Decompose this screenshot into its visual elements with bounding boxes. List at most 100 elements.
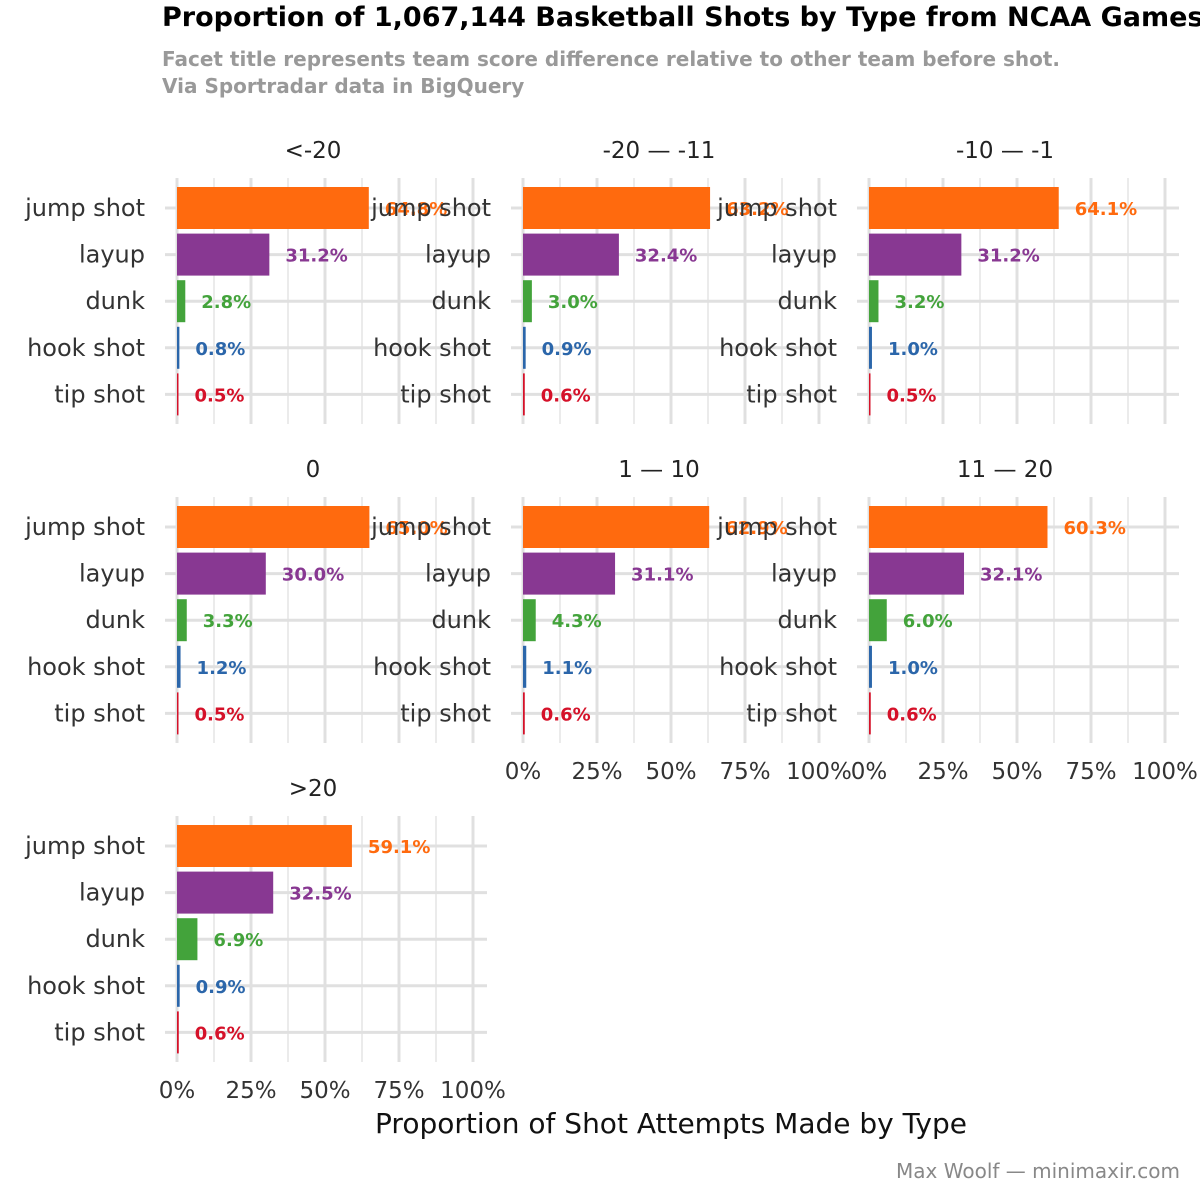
bar bbox=[177, 552, 266, 595]
category-label: layup bbox=[771, 241, 837, 269]
category-label: tip shot bbox=[746, 380, 837, 408]
data-label: 59.1% bbox=[368, 837, 430, 858]
x-tick-label: 100% bbox=[440, 1078, 506, 1104]
category-label: dunk bbox=[85, 606, 145, 634]
data-label: 60.3% bbox=[1063, 518, 1125, 539]
category-label: layup bbox=[79, 241, 145, 269]
category-label: hook shot bbox=[27, 334, 145, 362]
bar bbox=[177, 964, 180, 1007]
x-tick-label: 0% bbox=[505, 759, 542, 785]
category-label: hook shot bbox=[719, 653, 837, 681]
category-label: tip shot bbox=[54, 699, 145, 727]
bar bbox=[177, 280, 186, 323]
facet-panel: -20 — -11 jump shot layup dunk hook shot tip … bbox=[370, 138, 833, 424]
category-label: jump shot bbox=[24, 194, 145, 222]
category-label: tip shot bbox=[400, 380, 491, 408]
category-label: hook shot bbox=[27, 653, 145, 681]
bar bbox=[177, 326, 180, 369]
chart-title: Proportion of 1,067,144 Basketball Shots… bbox=[162, 2, 1200, 33]
data-label: 0.6% bbox=[541, 385, 591, 406]
data-label: 0.6% bbox=[195, 1023, 245, 1044]
category-label: jump shot bbox=[24, 513, 145, 541]
bar bbox=[869, 373, 871, 416]
data-label: 0.5% bbox=[195, 385, 245, 406]
data-label: 1.0% bbox=[888, 658, 938, 679]
bar bbox=[523, 373, 525, 416]
data-label: 4.3% bbox=[552, 611, 602, 632]
bar bbox=[177, 506, 370, 548]
data-label: 3.2% bbox=[894, 292, 944, 313]
bar bbox=[177, 692, 179, 735]
category-label: dunk bbox=[777, 287, 837, 315]
category-label: dunk bbox=[431, 287, 491, 315]
x-tick-label: 0% bbox=[159, 1078, 196, 1104]
bar bbox=[177, 233, 270, 276]
category-label: dunk bbox=[85, 287, 145, 315]
category-label: tip shot bbox=[746, 699, 837, 727]
x-tick-label: 25% bbox=[571, 759, 622, 785]
bar bbox=[869, 692, 871, 735]
x-tick-label: 50% bbox=[991, 759, 1042, 785]
data-label: 0.5% bbox=[887, 385, 937, 406]
data-label: 32.1% bbox=[980, 565, 1042, 586]
data-label: 6.0% bbox=[903, 611, 953, 632]
bar bbox=[869, 187, 1059, 229]
bar bbox=[523, 692, 525, 735]
category-label: layup bbox=[79, 879, 145, 907]
bar bbox=[523, 187, 711, 229]
bar bbox=[523, 645, 527, 688]
data-label: 0.9% bbox=[542, 339, 592, 360]
category-label: layup bbox=[771, 560, 837, 588]
x-tick-label: 50% bbox=[299, 1078, 350, 1104]
data-label: 32.5% bbox=[289, 884, 351, 905]
facet-title: >20 bbox=[289, 776, 338, 802]
category-label: hook shot bbox=[373, 653, 491, 681]
data-label: 31.1% bbox=[631, 565, 693, 586]
x-tick-label: 50% bbox=[645, 759, 696, 785]
data-label: 0.8% bbox=[195, 339, 245, 360]
bar bbox=[523, 280, 532, 323]
category-label: tip shot bbox=[54, 380, 145, 408]
category-label: dunk bbox=[777, 606, 837, 634]
data-label: 32.4% bbox=[635, 246, 697, 267]
category-label: tip shot bbox=[54, 1018, 145, 1046]
category-label: jump shot bbox=[24, 832, 145, 860]
bar bbox=[869, 280, 879, 323]
data-label: 6.9% bbox=[213, 930, 263, 951]
facet-title: <-20 bbox=[285, 138, 342, 164]
data-label: 64.8% bbox=[385, 199, 447, 220]
data-label: 1.0% bbox=[888, 339, 938, 360]
x-tick-label: 75% bbox=[373, 1078, 424, 1104]
data-label: 0.6% bbox=[887, 704, 937, 725]
facet-title: 11 — 20 bbox=[957, 457, 1053, 483]
bar bbox=[869, 326, 872, 369]
bar bbox=[523, 233, 619, 276]
facet-title: 1 — 10 bbox=[618, 457, 700, 483]
bar bbox=[523, 506, 710, 548]
data-label: 31.2% bbox=[977, 246, 1039, 267]
facet-panel: 1 — 10 jump shot layup dunk hook shot tip sho… bbox=[370, 457, 852, 785]
facet-panel: <-20 jump shot layup dunk hook shot tip shot 6… bbox=[24, 138, 487, 424]
data-label: 0.9% bbox=[196, 977, 246, 998]
data-label: 30.0% bbox=[282, 565, 344, 586]
chart-subtitle-line-2: Via Sportradar data in BigQuery bbox=[162, 74, 525, 98]
bar bbox=[523, 552, 616, 595]
x-tick-label: 25% bbox=[917, 759, 968, 785]
data-label: 62.9% bbox=[725, 518, 787, 539]
category-label: dunk bbox=[431, 606, 491, 634]
data-label: 1.2% bbox=[197, 658, 247, 679]
category-label: hook shot bbox=[373, 334, 491, 362]
category-label: layup bbox=[425, 560, 491, 588]
data-label: 2.8% bbox=[201, 292, 251, 313]
data-label: 3.3% bbox=[203, 611, 253, 632]
bar bbox=[869, 233, 962, 276]
data-label: 31.2% bbox=[285, 246, 347, 267]
bar bbox=[177, 645, 181, 688]
x-tick-label: 100% bbox=[1132, 759, 1198, 785]
category-label: layup bbox=[425, 241, 491, 269]
x-tick-label: 75% bbox=[1065, 759, 1116, 785]
facet-panel: >20 jump shot layup dunk hook shot tip shot 59… bbox=[24, 776, 506, 1104]
x-tick-label: 75% bbox=[719, 759, 770, 785]
x-axis-title: Proportion of Shot Attempts Made by Type bbox=[375, 1107, 967, 1140]
